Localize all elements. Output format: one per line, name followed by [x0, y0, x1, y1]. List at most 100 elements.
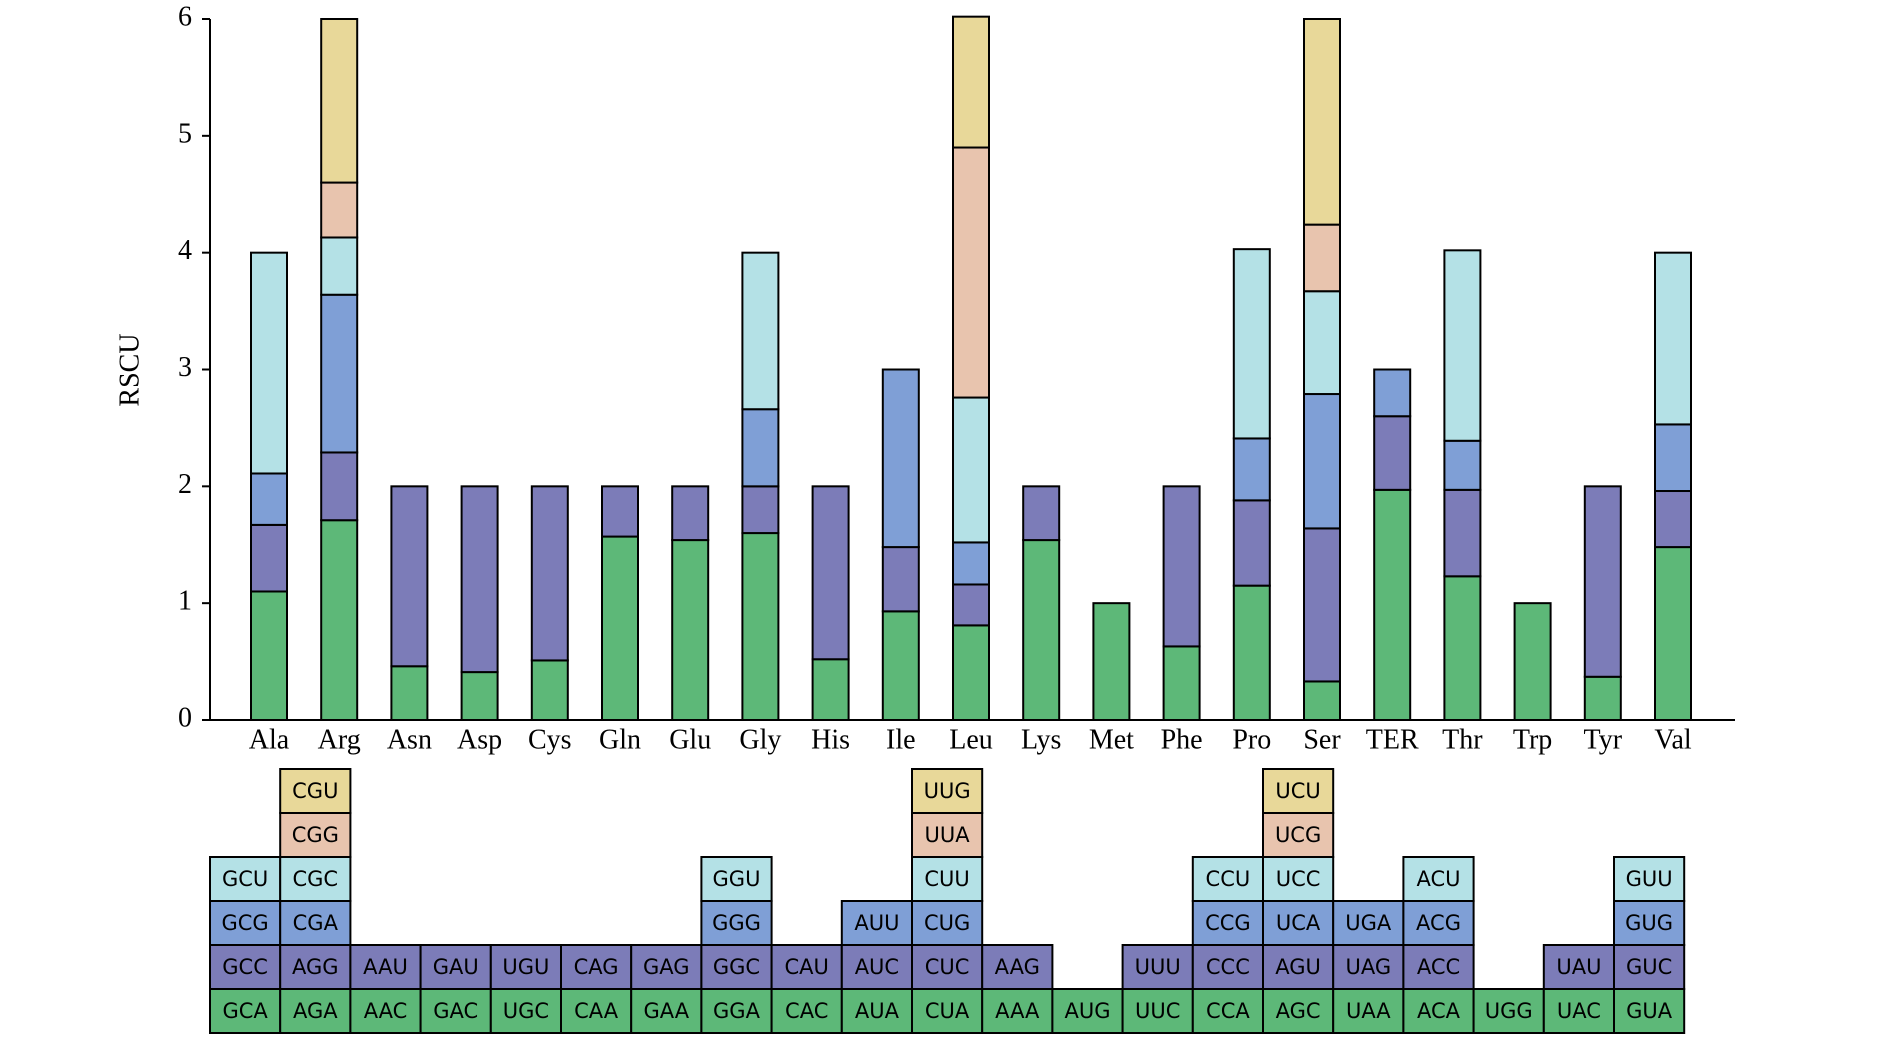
bar-segment	[1022, 539, 1061, 721]
x-tick-label: Tyr	[1584, 724, 1623, 755]
bar-segment	[1654, 546, 1692, 721]
codon-cell	[1262, 856, 1335, 902]
y-axis-label: RSCU	[114, 333, 145, 406]
codon-label: CCC	[1206, 955, 1250, 979]
codon-label: AAC	[364, 999, 408, 1023]
codon-cell	[911, 812, 984, 858]
x-tick-label: Thr	[1442, 724, 1483, 755]
codon-cell	[1262, 768, 1335, 814]
codon-cell	[279, 856, 352, 902]
bar-segment	[530, 659, 569, 721]
codon-cell	[1332, 900, 1405, 946]
codon-label: AGA	[293, 999, 338, 1023]
bar-segment	[1303, 223, 1341, 293]
bar-segment	[1373, 415, 1412, 491]
codon-label: AGU	[1275, 955, 1321, 979]
codon-cell	[1402, 856, 1475, 902]
bar-segment	[741, 408, 780, 488]
bar-segment	[671, 485, 710, 542]
codon-label: CCG	[1205, 911, 1251, 935]
codon-label: CGC	[292, 867, 338, 891]
codon-label: UUA	[925, 823, 971, 847]
bar-segment	[320, 236, 359, 296]
codon-label: UUU	[1135, 955, 1181, 979]
codon-label: UAA	[1346, 999, 1391, 1023]
x-tick-label: Met	[1089, 724, 1134, 755]
codon-cell	[1613, 944, 1686, 990]
bar-segment	[320, 181, 359, 239]
codon-label: GAC	[433, 999, 478, 1023]
x-tick-label: Lys	[1021, 724, 1061, 755]
bar-segment	[1232, 499, 1271, 587]
codon-label: GCC	[222, 955, 268, 979]
codon-cell	[560, 988, 633, 1034]
bar-segment	[881, 546, 920, 613]
bar-segment	[390, 665, 429, 721]
codon-label: ACG	[1416, 911, 1461, 935]
codon-label: ACC	[1417, 955, 1460, 979]
bar-segment	[952, 15, 990, 149]
bar-segment	[1373, 488, 1412, 722]
codon-label: GUA	[1626, 999, 1673, 1023]
codon-cell	[1332, 988, 1405, 1034]
codon-label: CUG	[924, 911, 970, 935]
bar-segment	[1583, 675, 1622, 721]
codon-cell	[279, 944, 352, 990]
codon-label: UAU	[1556, 955, 1601, 979]
codon-label: UUG	[924, 779, 971, 803]
bar-segment	[1162, 645, 1201, 722]
codon-label: UCG	[1275, 823, 1321, 847]
bar-segment	[320, 451, 359, 522]
bar-segment	[250, 590, 288, 721]
codon-cell	[1262, 900, 1335, 946]
codon-cell	[1121, 944, 1194, 990]
x-tick-label: Pro	[1232, 724, 1271, 755]
bar-segment	[390, 485, 429, 668]
codon-label: CUC	[925, 955, 970, 979]
codon-label: AAU	[363, 955, 408, 979]
codon-cell	[1191, 900, 1265, 946]
y-tick-label: 4	[178, 235, 192, 266]
bar-segment	[1654, 251, 1692, 426]
codon-label: GAU	[433, 955, 479, 979]
codon-cell	[770, 944, 843, 990]
bar-segment	[1022, 485, 1061, 542]
bar-segment	[741, 251, 780, 411]
bar-segment	[320, 293, 359, 454]
codon-label: GGA	[713, 999, 761, 1023]
codon-cell	[770, 988, 843, 1034]
codon-label: UGA	[1345, 911, 1392, 935]
codon-label: CAG	[574, 955, 619, 979]
bar-segment	[741, 485, 780, 535]
codon-label: CAA	[574, 999, 619, 1023]
codon-label: AUU	[854, 911, 899, 935]
codon-cell	[209, 944, 282, 990]
codon-label: UGC	[503, 999, 549, 1023]
codon-cell	[911, 768, 984, 814]
bar-segment	[811, 485, 850, 661]
codon-label: CCU	[1206, 867, 1251, 891]
codon-cell	[840, 988, 913, 1034]
codon-label: GGG	[712, 911, 761, 935]
bar-segment	[320, 519, 359, 722]
codon-cell	[911, 856, 984, 902]
bar-segment	[881, 368, 920, 549]
codon-cell	[279, 812, 352, 858]
codon-label: ACA	[1417, 999, 1461, 1023]
codon-label: CUU	[924, 867, 969, 891]
codon-label: GAG	[643, 955, 690, 979]
bar-segment	[741, 532, 780, 721]
x-tick-label: Phe	[1161, 724, 1203, 755]
bar-segment	[250, 523, 288, 593]
x-tick-label: Asn	[387, 724, 432, 755]
codon-label: GGU	[713, 867, 761, 891]
codon-label: UUC	[1135, 999, 1180, 1023]
bar-segment	[1373, 368, 1412, 418]
codon-cell	[1262, 812, 1335, 858]
codon-label: CUA	[925, 999, 970, 1023]
codon-label: UAC	[1557, 999, 1601, 1023]
x-tick-label: Ile	[886, 724, 916, 755]
codon-label: AAG	[995, 955, 1040, 979]
codon-label: CCA	[1206, 999, 1250, 1023]
bar-segment	[1303, 680, 1341, 722]
